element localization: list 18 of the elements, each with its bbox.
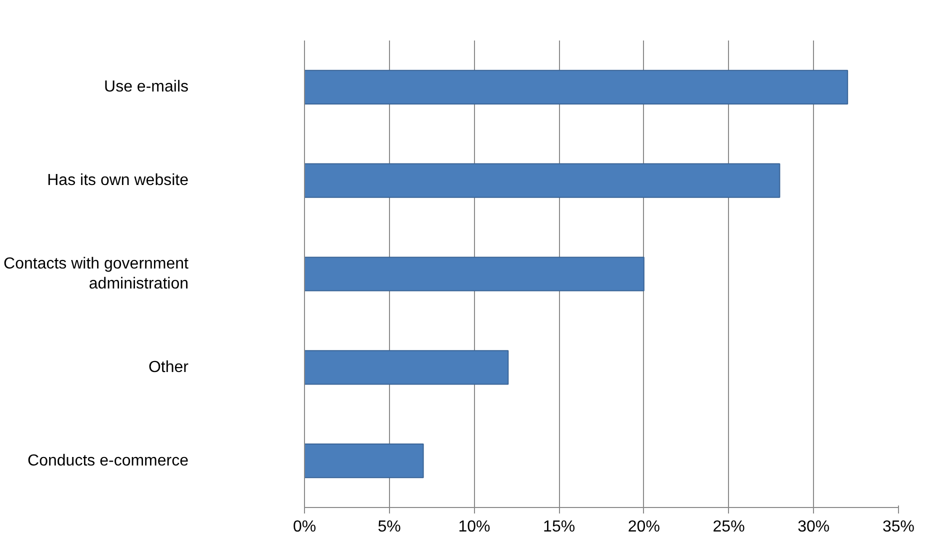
x-tick-label: 30%: [798, 518, 830, 536]
bar: [304, 443, 424, 478]
bar: [304, 70, 848, 105]
bar: [304, 163, 780, 198]
x-tick-label: 10%: [458, 518, 490, 536]
y-tick-label: Other: [148, 358, 190, 376]
bar: [304, 350, 509, 385]
x-tick-label: 35%: [882, 518, 915, 536]
bar: [304, 256, 644, 292]
y-tick-label: Conducts e-commerce: [28, 452, 189, 470]
y-tick-label: Has its own website: [47, 172, 189, 190]
x-tick-label: 25%: [712, 518, 745, 536]
x-tick-label: 20%: [628, 518, 660, 536]
x-tick-label: 5%: [378, 518, 401, 536]
x-tick-label: 0%: [292, 518, 316, 536]
y-tick-label: Contacts with government administration: [4, 255, 190, 293]
y-tick-label: Use e-mails: [104, 78, 189, 96]
x-tick-label: 15%: [543, 518, 576, 536]
